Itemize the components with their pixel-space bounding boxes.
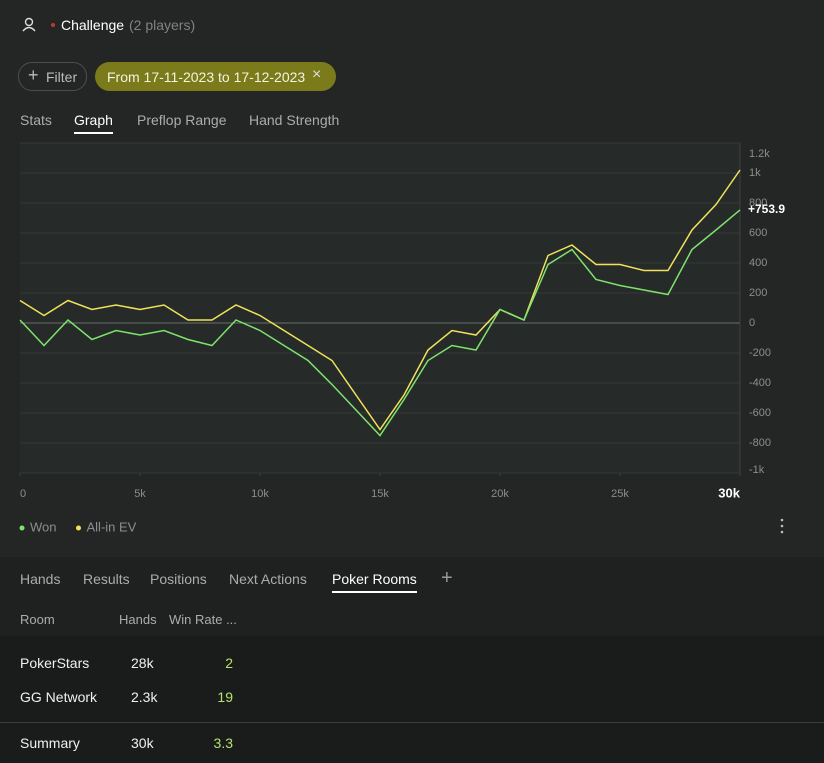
legend-label: Won [30,519,57,534]
menu-dot [780,530,784,534]
menu-dot [780,524,784,528]
filter-button[interactable]: + Filter [18,62,87,91]
table-body [0,636,824,763]
plot-area [20,143,740,473]
win-rate: 3.3 [213,735,233,751]
legend-marker [19,525,25,531]
y-tick-label: -600 [749,407,771,419]
table-header: Hands [119,612,157,627]
y-tick-label: 400 [749,257,767,269]
series-line [19,169,741,431]
x-tick-label: 20k [491,488,509,500]
table-header: Win Rate ... [169,612,237,627]
y-tick-label: -400 [749,377,771,389]
bottom-tab[interactable]: Poker Rooms [332,571,417,593]
chart: 1.2k 1k 800 600 400 200 0 -200 -400 -600 -800 -1k 0 5… [19,142,785,534]
y-tick-label: 800 [749,197,767,209]
room-name: GG Network [20,689,98,705]
tab[interactable]: Stats [20,112,52,128]
value-label: +753.9 [748,202,785,216]
bottom-tab[interactable]: Results [83,571,130,587]
header-title: Challenge [61,17,125,33]
header-subtitle: (2 players) [129,17,196,33]
add-tab[interactable]: + [441,567,453,589]
y-tick-label: 1k [749,167,761,179]
bottom-tab[interactable]: Next Actions [229,571,307,587]
date-filter[interactable]: From 17-11-2023 to 17-12-2023 × [95,62,336,91]
room-name: PokerStars [20,655,90,671]
y-tick-label: 0 [749,317,755,329]
date-range: From 17-11-2023 to 17-12-2023 [107,69,306,85]
y-tick-label: 1.2k [749,148,770,160]
hands: 30k [131,735,154,751]
filter-label: Filter [46,69,78,85]
y-tick-label: -1k [749,464,765,476]
room-name: Summary [20,735,80,751]
win-rate: 19 [217,689,233,705]
x-tick-label: 25k [611,488,629,500]
x-tick-label: 5k [134,488,146,500]
x-tick-label: 15k [371,488,389,500]
hands: 28k [131,655,154,671]
legend-marker [76,525,81,531]
bottom-tab[interactable]: Positions [150,571,207,587]
legend-label: All-in EV [87,519,137,534]
tab[interactable]: Hand Strength [249,112,340,128]
series-line [19,209,741,437]
bottom-tab[interactable]: Hands [20,571,61,587]
divider [0,722,824,723]
y-tick-label: 600 [749,227,767,239]
table-header: Room [20,612,55,627]
x-tick-label: 30k [718,485,740,500]
win-rate: 2 [225,655,233,671]
y-tick-label: -800 [749,437,771,449]
y-tick-label: -200 [749,347,771,359]
header-icon [22,17,55,32]
tab[interactable]: Preflop Range [137,112,227,128]
y-tick-label: 200 [749,287,767,299]
x-tick-label: 10k [251,488,269,500]
menu-dot [780,518,784,522]
tab[interactable]: Graph [74,112,113,134]
x-tick-label: 0 [20,488,26,500]
hands: 2.3k [131,689,158,705]
